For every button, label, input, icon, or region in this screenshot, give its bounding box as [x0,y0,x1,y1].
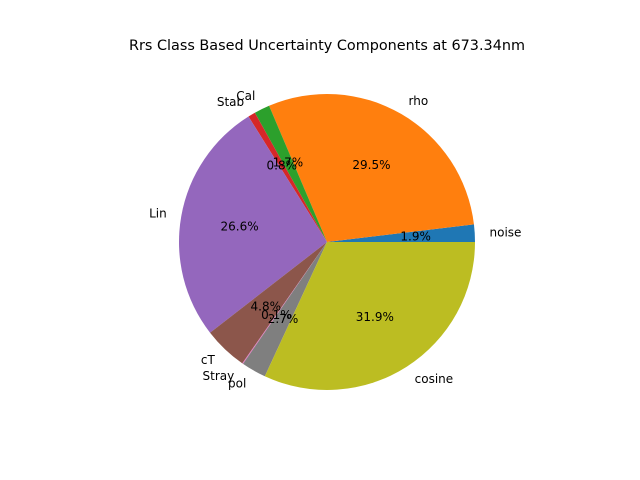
pie-slice-ct [210,242,327,364]
pct-label-stab: 0.8% [267,159,298,173]
pct-label-pol: 2.7% [268,312,299,326]
slice-label-noise: noise [490,225,522,239]
pct-label-cosine: 31.9% [356,310,394,324]
slice-label-pol: pol [228,376,246,390]
slice-label-rho: rho [409,94,429,108]
pie-slice-cal [254,105,327,242]
pie-slice-noise [327,224,475,242]
chart-title: Rrs Class Based Uncertainty Components a… [129,38,525,54]
pie-slice-cosine [264,242,475,391]
pie-slice-lin [178,116,327,333]
slice-label-stray: Stray [203,369,235,383]
pie-slice-stab [248,112,327,242]
pct-label-ct: 4.8% [251,299,282,313]
pie-slice-pol [243,242,327,377]
pct-label-stray: 0.1% [261,308,292,322]
pct-label-rho: 29.5% [352,158,390,172]
slice-label-cosine: cosine [415,372,454,386]
slice-label-cal: Cal [236,89,255,103]
slice-label-lin: Lin [149,207,167,221]
slices-layer [178,94,475,391]
slice-label-ct: cT [201,353,216,367]
slice-label-stab: Stab [217,95,244,109]
pct-label-noise: 1.9% [400,230,431,244]
pie-slice-rho [269,94,474,242]
labels-layer: noise 1.9% rho 29.5% Cal 1.7% Stab 0.8% Lin 26.6%… [149,89,521,391]
pct-label-lin: 26.6% [221,219,259,233]
pie-slice-stray [242,242,327,364]
pct-label-cal: 1.7% [273,155,304,169]
